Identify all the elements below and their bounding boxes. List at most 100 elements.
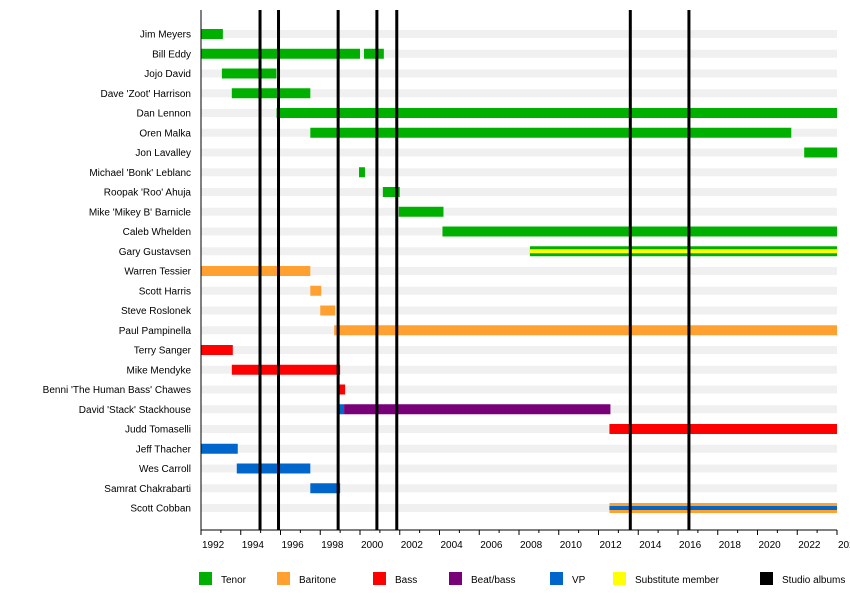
member-label: Gary Gustavsen bbox=[119, 247, 191, 258]
row-stripe bbox=[201, 286, 837, 295]
legend-swatch bbox=[449, 572, 462, 585]
row-stripe bbox=[201, 346, 837, 354]
member-label: Roopak 'Roo' Ahuja bbox=[104, 188, 192, 199]
row-stripe bbox=[201, 30, 837, 38]
row-stripe bbox=[201, 49, 837, 58]
legend-label: VP bbox=[572, 575, 586, 586]
role-bar bbox=[201, 443, 238, 454]
legend-label: Baritone bbox=[299, 575, 337, 586]
member-label: Dan Lennon bbox=[137, 109, 192, 120]
role-bar bbox=[320, 305, 336, 316]
member-label: Paul Pampinella bbox=[119, 326, 192, 337]
role-bar bbox=[339, 404, 345, 415]
member-label: Bill Eddy bbox=[152, 49, 191, 60]
member-label: Warren Tessier bbox=[124, 267, 191, 278]
role-bar bbox=[201, 345, 233, 355]
member-label: Jojo David bbox=[144, 69, 191, 80]
member-label: Benni 'The Human Bass' Chawes bbox=[43, 385, 191, 396]
row-stripe bbox=[201, 168, 837, 177]
member-label: David 'Stack' Stackhouse bbox=[79, 405, 192, 416]
row-stripe bbox=[201, 89, 837, 98]
member-label: Dave 'Zoot' Harrison bbox=[100, 89, 191, 100]
row-stripe bbox=[201, 148, 837, 157]
row-stripe bbox=[201, 188, 837, 196]
x-tick-label: 2008 bbox=[520, 540, 543, 551]
x-tick-label: 2012 bbox=[600, 540, 623, 551]
studio-album-line bbox=[687, 10, 691, 530]
member-label: Judd Tomaselli bbox=[125, 425, 191, 436]
legend-swatch bbox=[550, 572, 563, 585]
role-bar bbox=[201, 29, 223, 39]
row-stripe bbox=[201, 504, 837, 512]
member-label: Scott Cobban bbox=[130, 504, 191, 515]
member-label: Steve Roslonek bbox=[121, 306, 192, 317]
studio-album-line bbox=[336, 10, 340, 530]
row-stripe bbox=[201, 207, 837, 216]
row-stripe bbox=[201, 69, 837, 78]
legend-swatch bbox=[373, 572, 386, 585]
row-stripe bbox=[201, 306, 837, 315]
legend-label: Studio albums bbox=[782, 575, 845, 586]
member-label: Mike 'Mikey B' Barnicle bbox=[89, 207, 192, 218]
role-bar bbox=[231, 88, 311, 99]
role-bar bbox=[201, 48, 360, 59]
studio-album-line bbox=[395, 10, 399, 530]
x-tick-label: 2000 bbox=[361, 540, 384, 551]
member-label: Caleb Whelden bbox=[123, 227, 191, 238]
role-bar bbox=[398, 206, 444, 217]
member-label: Jon Lavalley bbox=[135, 148, 191, 159]
studio-album-line bbox=[258, 10, 262, 530]
role-bar bbox=[344, 404, 611, 415]
x-tick-label: 1994 bbox=[242, 540, 265, 551]
role-bar bbox=[221, 68, 277, 79]
role-bar bbox=[442, 226, 837, 237]
role-bar bbox=[276, 108, 837, 118]
member-label: Scott Harris bbox=[139, 286, 191, 297]
studio-album-line bbox=[628, 10, 632, 530]
row-stripe bbox=[201, 444, 837, 453]
x-tick-label: 1996 bbox=[282, 540, 305, 551]
role-bar bbox=[310, 127, 792, 138]
x-tick-label: 1992 bbox=[202, 540, 225, 551]
x-tick-label: 2014 bbox=[639, 540, 662, 551]
legend-label: Substitute member bbox=[635, 575, 720, 586]
secondary-role-bar bbox=[609, 506, 837, 510]
role-bar bbox=[310, 483, 341, 494]
legend-label: Beat/bass bbox=[471, 575, 515, 586]
row-stripe bbox=[201, 365, 837, 374]
x-tick-label: 2024 bbox=[838, 540, 850, 551]
legend-swatch bbox=[760, 572, 773, 585]
studio-album-line bbox=[277, 10, 281, 530]
row-stripe bbox=[201, 247, 837, 256]
member-label: Wes Carroll bbox=[139, 464, 191, 475]
member-label: Terry Sanger bbox=[134, 346, 192, 357]
role-bar bbox=[334, 325, 837, 336]
secondary-role-bar bbox=[529, 249, 837, 254]
x-tick-label: 2018 bbox=[719, 540, 742, 551]
member-label: Jim Meyers bbox=[140, 30, 191, 41]
row-stripe bbox=[201, 267, 837, 275]
role-bar bbox=[231, 364, 341, 375]
role-bar bbox=[310, 285, 322, 296]
row-stripe bbox=[201, 385, 837, 394]
role-bar bbox=[363, 48, 384, 59]
member-label: Jeff Thacher bbox=[136, 444, 192, 455]
row-stripe bbox=[201, 484, 837, 493]
member-label: Oren Malka bbox=[139, 128, 191, 139]
role-bar bbox=[339, 384, 346, 395]
row-stripe bbox=[201, 425, 837, 433]
x-tick-label: 2022 bbox=[798, 540, 821, 551]
x-tick-label: 2020 bbox=[759, 540, 782, 551]
role-bar bbox=[804, 147, 837, 158]
studio-album-line bbox=[375, 10, 379, 530]
legend-label: Tenor bbox=[221, 575, 247, 586]
x-tick-label: 2002 bbox=[401, 540, 424, 551]
legend-swatch bbox=[613, 572, 626, 585]
legend-label: Bass bbox=[395, 575, 417, 586]
member-label: Michael 'Bonk' Leblanc bbox=[89, 168, 191, 179]
role-bar bbox=[382, 187, 400, 197]
x-tick-label: 2016 bbox=[679, 540, 702, 551]
x-tick-label: 2010 bbox=[560, 540, 583, 551]
row-stripe bbox=[201, 464, 837, 473]
